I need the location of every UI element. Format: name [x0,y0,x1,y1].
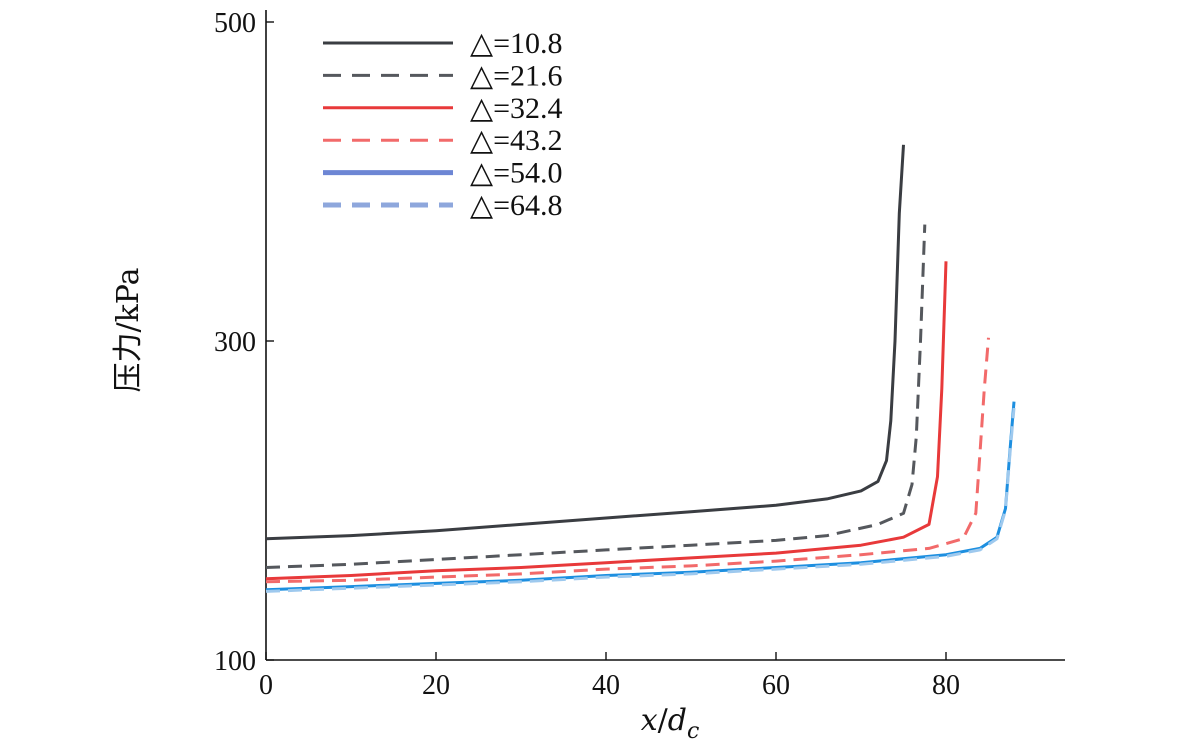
legend: △=10.8△=21.6△=32.4△=43.2△=54.0△=64.8 [323,27,563,222]
series-line-2 [265,224,927,569]
y-tick-label: 100 [214,646,256,677]
y-axis-label: 压力/kPa [111,267,146,392]
x-tick-label: 0 [259,670,273,701]
x-axis-label-d: d [668,703,687,738]
series-line-4 [265,337,990,584]
legend-label-6: △=64.8 [470,189,563,222]
x-axis-label: x/dc [641,703,700,744]
x-tick-label: 60 [762,670,790,701]
legend-label-5: △=54.0 [470,157,563,190]
series-line-1 [265,144,905,541]
y-tick-label: 500 [214,8,256,39]
series-line-5 [265,401,1016,592]
series-line-6 [265,407,1016,593]
x-tick-label: 20 [422,670,450,701]
legend-label-1: △=10.8 [470,27,563,60]
x-axis-label-sub: c [687,719,699,744]
legend-label-2: △=21.6 [470,59,563,92]
legend-label-3: △=32.4 [470,92,563,125]
x-tick-label: 40 [592,670,620,701]
legend-label-4: △=43.2 [470,124,563,157]
y-tick-label: 300 [214,327,256,358]
x-tick-label: 80 [932,670,960,701]
x-axis-label-x: x [641,703,658,738]
x-axis-label-slash: / [658,703,669,738]
axes: 100 300 500 0 20 40 60 80 [214,8,1065,701]
series-line-3 [265,261,948,581]
series-layer [265,144,1016,593]
